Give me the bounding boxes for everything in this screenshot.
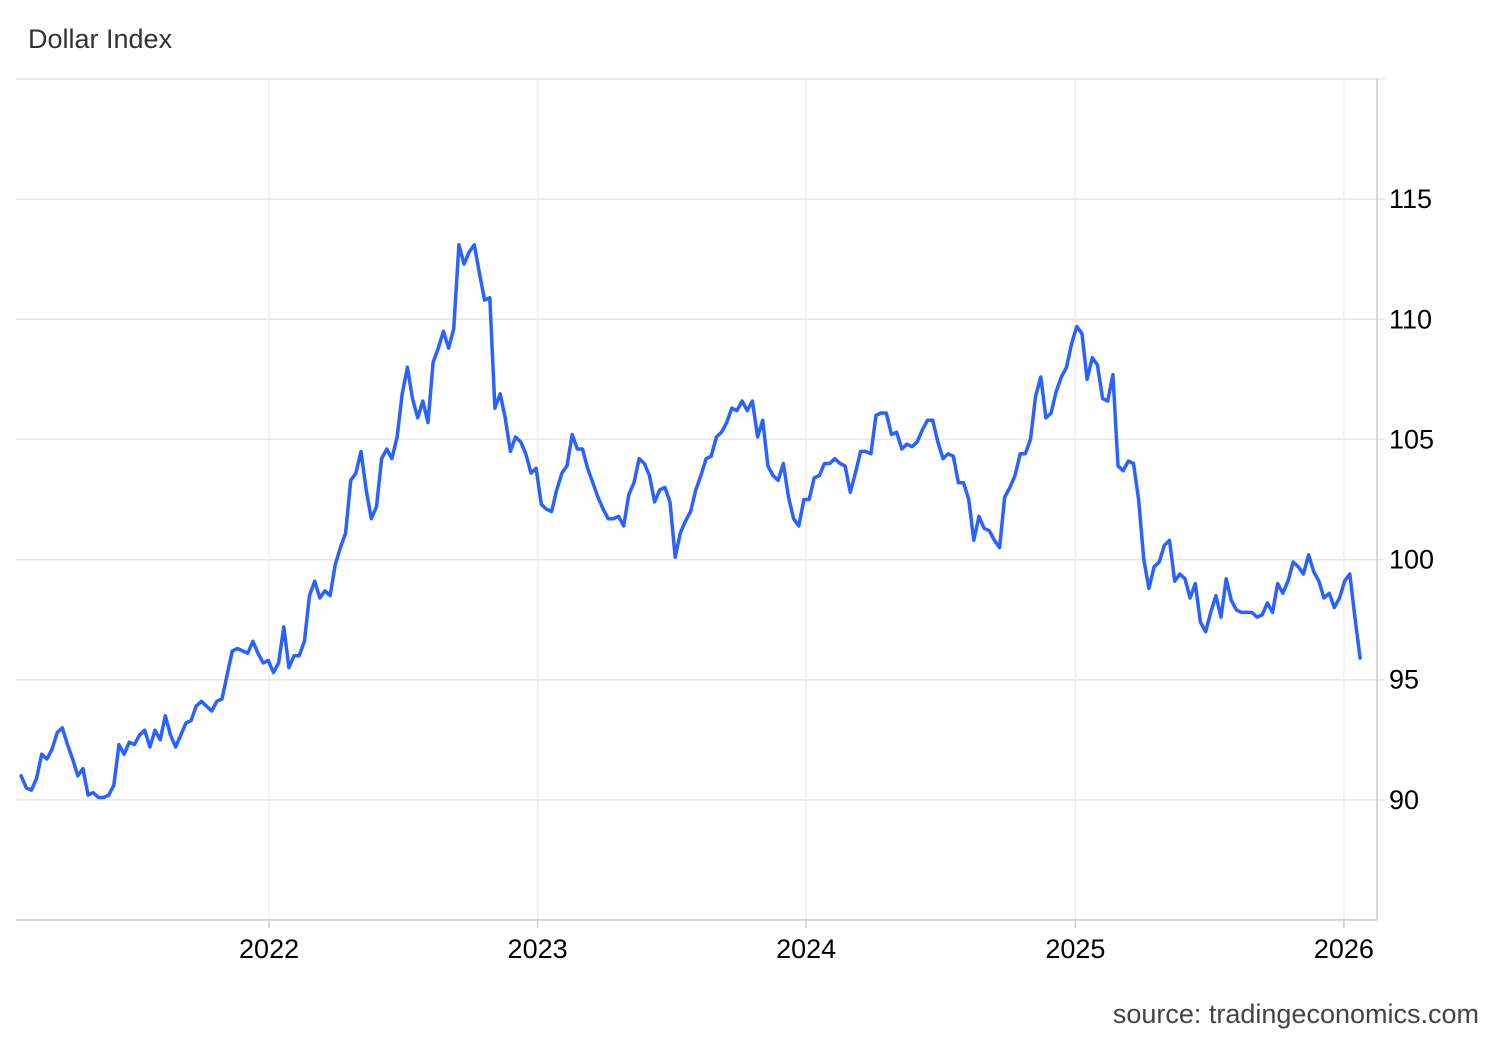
series-line-dollar-index bbox=[19, 243, 1362, 800]
y-tick-label: 110 bbox=[1389, 304, 1432, 334]
vertical-gridlines bbox=[268, 79, 1345, 928]
y-tick-label: 105 bbox=[1389, 424, 1434, 454]
axes bbox=[16, 79, 1378, 921]
x-tick-label: 2022 bbox=[239, 934, 299, 964]
x-tick-label: 2023 bbox=[508, 934, 568, 964]
series-layer bbox=[19, 243, 1362, 800]
x-tick-labels: 2022 2023 2024 2025 2026 bbox=[239, 934, 1374, 964]
y-tick-label: 90 bbox=[1389, 785, 1419, 815]
x-tick-label: 2025 bbox=[1045, 934, 1105, 964]
x-tick-label: 2024 bbox=[776, 934, 836, 964]
y-tick-label: 100 bbox=[1389, 545, 1434, 575]
horizontal-gridlines bbox=[16, 78, 1385, 801]
y-tick-label: 95 bbox=[1389, 665, 1419, 695]
y-tick-label: 115 bbox=[1389, 184, 1432, 214]
chart-title: Dollar Index bbox=[28, 24, 173, 54]
x-tick-label: 2026 bbox=[1314, 934, 1374, 964]
source-caption: source: tradingeconomics.com bbox=[1112, 999, 1479, 1029]
y-tick-labels: 90 95 100 105 110 115 bbox=[1389, 184, 1434, 815]
